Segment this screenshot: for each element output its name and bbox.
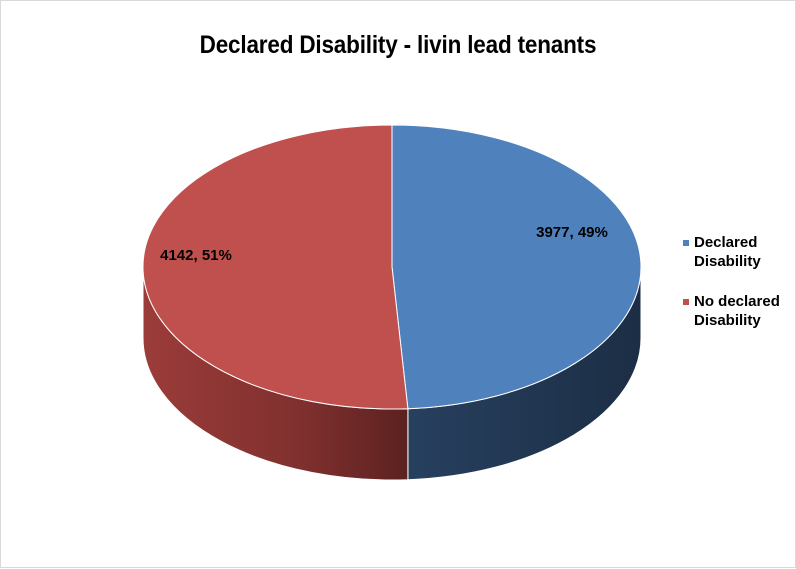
data-label-declared: 3977, 49% [536,224,608,241]
data-label-no-declared: 4142, 51% [160,247,232,264]
legend-label-declared: Declared Disability [694,234,761,270]
chart-title: Declared Disability - livin lead tenants [199,31,597,59]
legend-item-no-declared: No declared Disability [683,292,793,330]
slice-no-declared [142,124,409,410]
chart-legend: Declared Disability No declared Disabili… [683,233,793,351]
legend-label-no-declared: No declared Disability [694,293,780,329]
legend-item-declared: Declared Disability [683,233,793,271]
legend-swatch-declared [683,240,689,246]
slice-declared [391,124,642,410]
legend-swatch-no-declared [683,299,689,305]
